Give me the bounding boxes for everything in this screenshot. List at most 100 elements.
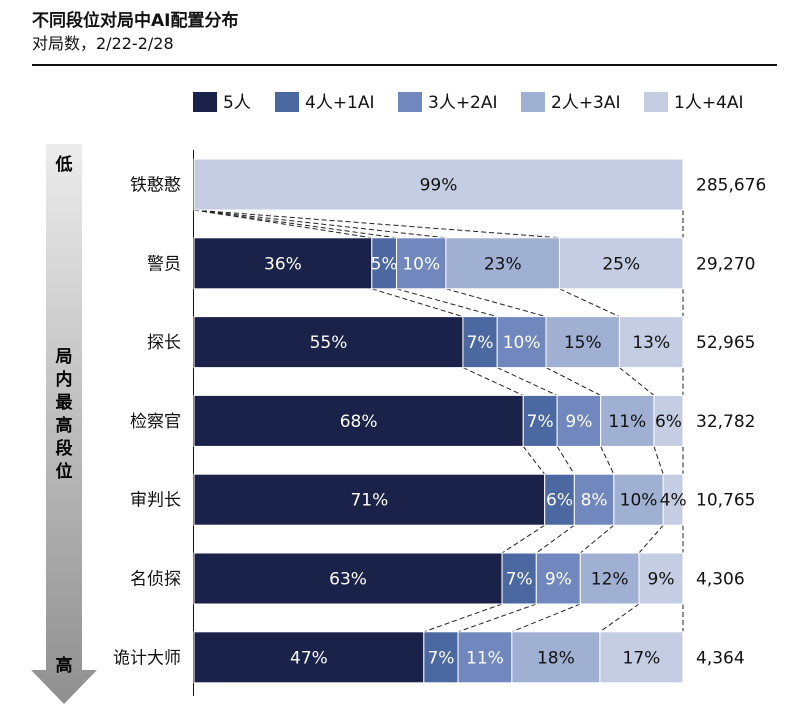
connector-line <box>193 209 446 239</box>
bar-segment <box>545 316 620 369</box>
bar-segment <box>618 316 684 369</box>
connector-line <box>457 603 537 633</box>
bar-segment <box>573 473 615 526</box>
connector-line <box>556 446 575 475</box>
bar-value-label: 55% <box>310 333 348 353</box>
category-label: 检察官 <box>130 412 181 432</box>
legend-label: 1人+4AI <box>674 93 744 113</box>
bar-value-label: 7% <box>467 333 494 353</box>
bar-segment <box>613 473 664 526</box>
connector-line <box>462 367 524 396</box>
rank-axis-char: 位 <box>56 461 73 482</box>
bar-value-label: 71% <box>350 491 388 511</box>
category-label: 诡计大师 <box>113 648 181 668</box>
connector-line <box>559 288 620 318</box>
row-total-label: 4,306 <box>696 570 745 590</box>
rank-axis-char: 高 <box>56 415 73 436</box>
bar-value-label: 10% <box>503 333 541 353</box>
connector-line <box>545 367 601 396</box>
legend-label: 5人 <box>223 93 251 113</box>
rank-axis-char: 最 <box>56 393 74 413</box>
connector-line <box>638 524 664 554</box>
legend-swatch <box>521 92 545 112</box>
category-label: 铁憨憨 <box>130 176 181 196</box>
bar-segment <box>193 552 503 605</box>
rank-axis-char: 局 <box>56 347 73 367</box>
legend-swatch <box>275 92 299 112</box>
title-rule <box>32 64 777 66</box>
connector-line <box>653 446 664 475</box>
bar-segment <box>371 237 398 290</box>
bar-segment <box>559 237 684 290</box>
bar-value-label: 47% <box>290 648 328 668</box>
bar-value-label: 9% <box>545 570 572 590</box>
connector-line <box>496 367 558 396</box>
bar-segment <box>501 552 537 605</box>
bar-segment <box>522 394 558 447</box>
rank-arrow <box>31 144 97 704</box>
rank-axis-char: 段 <box>56 438 73 459</box>
bar-value-label: 11% <box>608 412 646 432</box>
bar-value-label: 4% <box>660 491 687 511</box>
bar-segment <box>638 552 684 605</box>
bar-value-label: 5% <box>371 254 398 274</box>
bar-value-label: 17% <box>623 648 661 668</box>
category-label: 探长 <box>147 333 181 353</box>
category-label: 审判长 <box>130 491 181 511</box>
bar-value-label: 68% <box>340 412 378 432</box>
bar-segment <box>445 237 561 290</box>
rank-high-label: 高 <box>56 655 73 676</box>
connector-line <box>396 288 498 318</box>
bar-value-label: 18% <box>537 648 575 668</box>
bar-segment <box>535 552 581 605</box>
connector-line <box>579 524 615 554</box>
row-total-label: 32,782 <box>696 412 755 432</box>
bar-value-label: 25% <box>602 254 640 274</box>
bar-value-label: 7% <box>527 412 554 432</box>
bar-segment <box>544 473 575 526</box>
legend-label: 4人+1AI <box>305 93 375 113</box>
bar-segment <box>662 473 684 526</box>
connector-line <box>599 603 640 633</box>
legend-swatch <box>193 92 217 112</box>
row-total-label: 52,965 <box>696 333 755 353</box>
bar-segment <box>193 158 684 211</box>
chart-title: 不同段位对局中AI配置分布 <box>32 11 239 31</box>
connector-line <box>423 603 503 633</box>
bar-segment <box>511 631 601 684</box>
connector-line <box>193 209 397 239</box>
bar-segment <box>599 631 684 684</box>
connector-line <box>193 209 372 239</box>
bar-value-label: 7% <box>427 648 454 668</box>
bar-segment <box>423 631 459 684</box>
bar-value-label: 99% <box>420 176 458 196</box>
bar-value-label: 12% <box>591 570 629 590</box>
row-total-label: 10,765 <box>696 491 755 511</box>
bar-segment <box>457 631 513 684</box>
connector-line <box>511 603 581 633</box>
connector-line <box>371 288 464 318</box>
category-label: 警员 <box>147 254 181 274</box>
bar-value-label: 6% <box>546 491 573 511</box>
row-total-label: 285,676 <box>696 176 766 196</box>
connector-line <box>193 209 560 239</box>
bar-value-label: 36% <box>264 254 302 274</box>
connector-line <box>445 288 547 318</box>
bar-value-label: 6% <box>655 412 682 432</box>
category-label: 名侦探 <box>130 570 181 590</box>
bar-segment <box>496 316 547 369</box>
row-total-label: 29,270 <box>696 254 755 274</box>
legend-label: 3人+2AI <box>428 93 498 113</box>
bar-segment <box>653 394 684 447</box>
chart-subtitle: 对局数，2/22-2/28 <box>32 34 174 53</box>
bar-segment <box>193 237 373 290</box>
connector-line <box>536 524 575 554</box>
rank-axis-char: 内 <box>56 369 73 390</box>
bar-value-label: 63% <box>329 570 367 590</box>
connector-line <box>619 367 655 396</box>
bar-value-label: 15% <box>564 333 602 353</box>
bar-value-label: 11% <box>466 648 504 668</box>
connector-line <box>501 524 545 554</box>
bar-value-label: 23% <box>484 254 522 274</box>
